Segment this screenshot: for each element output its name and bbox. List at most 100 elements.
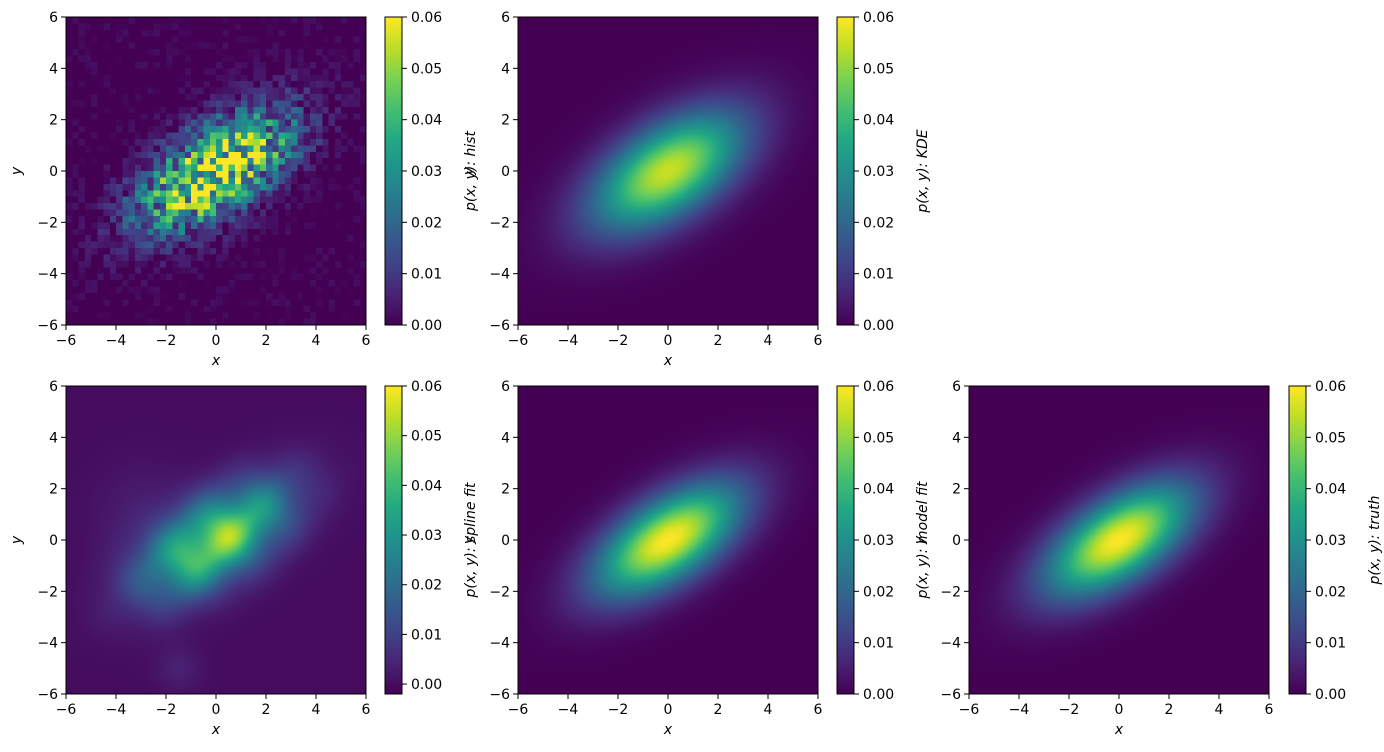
- y-tick-label: 2: [501, 482, 510, 498]
- colorbar-tick-label: 0.04: [863, 113, 894, 129]
- x-tick-label: 6: [814, 702, 823, 718]
- colorbar-tick-label: 0.03: [863, 533, 894, 549]
- colorbar-tick-label: 0.05: [1315, 430, 1346, 446]
- y-tick-label: 2: [501, 113, 510, 129]
- x-tick-label: −4: [106, 333, 127, 349]
- colorbar-tick-label: 0.05: [411, 429, 442, 445]
- y-tick-label: 6: [501, 10, 510, 26]
- x-tick-label: 6: [814, 333, 823, 349]
- y-tick-label: 6: [501, 379, 510, 395]
- y-tick-label: 2: [49, 113, 58, 129]
- colorbar-tick-label: 0.06: [1315, 379, 1346, 395]
- x-tick-label: −6: [508, 702, 529, 718]
- x-tick-label: −6: [56, 333, 77, 349]
- colorbar-tick-label: 0.06: [411, 10, 442, 26]
- x-tick-label: 4: [764, 333, 773, 349]
- y-axis-label: y: [461, 535, 477, 545]
- colorbar-gradient: [836, 16, 855, 326]
- y-tick-label: −2: [37, 215, 58, 231]
- x-tick-label: −6: [959, 702, 980, 718]
- y-tick-label: −6: [940, 687, 961, 703]
- x-tick-label: −4: [106, 702, 127, 718]
- x-axis-label: x: [663, 722, 673, 738]
- y-tick-label: 0: [501, 533, 510, 549]
- y-tick-label: −4: [37, 267, 58, 283]
- chart-panel-top-middle: −6 −4 −2 0 2 4 6−6−4−20246xy0.000.010.020.030.…: [461, 10, 931, 369]
- y-tick-label: 2: [952, 482, 961, 498]
- x-tick-label: −4: [558, 702, 579, 718]
- x-tick-label: 0: [212, 702, 221, 718]
- colorbar-tick-label: 0.06: [863, 10, 894, 26]
- colorbar-tick-label: 0.00: [411, 318, 442, 334]
- x-tick-label: 4: [764, 702, 773, 718]
- x-axis-label: x: [1114, 722, 1124, 738]
- heatmap-image: [518, 17, 818, 325]
- x-axis-label: x: [211, 722, 221, 738]
- heatmap-image: [518, 386, 818, 694]
- x-tick-label: 2: [714, 702, 723, 718]
- colorbar-gradient: [384, 16, 403, 326]
- heatmap-image: [969, 386, 1269, 694]
- y-tick-label: −4: [940, 636, 961, 652]
- chart-panel-top-left: −6 −4 −2 0 2 4 6−6−4−20246xy0.000.010.020.030.…: [9, 10, 479, 369]
- y-axis-label: y: [912, 535, 928, 545]
- colorbar-label: p(x, y): KDE: [915, 129, 931, 213]
- colorbar-tick-label: 0.01: [411, 627, 442, 643]
- chart-panel-bottom-left: −6 −4 −2 0 2 4 6−6−4−20246xy0.000.010.020.030.…: [9, 379, 479, 738]
- colorbar-tick-label: 0.01: [1315, 636, 1346, 652]
- colorbar-label: p(x, y): model fit: [915, 481, 931, 600]
- colorbar-tick-label: 0.02: [1315, 584, 1346, 600]
- colorbar-tick-label: 0.03: [1315, 533, 1346, 549]
- y-tick-label: 6: [952, 379, 961, 395]
- y-tick-label: 0: [952, 533, 961, 549]
- colorbar-tick-label: 0.00: [1315, 687, 1346, 703]
- x-tick-label: −4: [1009, 702, 1030, 718]
- x-tick-label: 0: [212, 333, 221, 349]
- y-tick-label: 4: [952, 430, 961, 446]
- y-tick-label: 6: [49, 10, 58, 26]
- colorbar-tick-label: 0.06: [863, 379, 894, 395]
- x-tick-label: 2: [262, 333, 271, 349]
- colorbar: 0.00 0.01 0.02 0.03 0.04 0.05 0.06 p(x, y): tru…: [1288, 379, 1383, 703]
- x-tick-label: 2: [714, 333, 723, 349]
- colorbar-tick-label: 0.03: [411, 528, 442, 544]
- y-tick-label: −2: [489, 215, 510, 231]
- colorbar-tick-label: 0.01: [863, 267, 894, 283]
- x-axis-label: x: [663, 353, 673, 369]
- colorbar: 0.00 0.01 0.02 0.03 0.04 0.05 0.06 p(x, y): his…: [384, 10, 479, 334]
- colorbar-tick-label: 0.02: [863, 584, 894, 600]
- y-tick-label: −2: [37, 584, 58, 600]
- y-tick-label: 0: [49, 164, 58, 180]
- colorbar-tick-label: 0.04: [411, 478, 442, 494]
- colorbar-tick-label: 0.05: [411, 61, 442, 77]
- colorbar-tick-label: 0.02: [863, 215, 894, 231]
- colorbar-label: p(x, y): spline fit: [463, 482, 479, 598]
- x-axis-label: x: [211, 353, 221, 369]
- y-tick-label: −6: [489, 687, 510, 703]
- colorbar-tick-label: 0.02: [411, 578, 442, 594]
- x-tick-label: −2: [1059, 702, 1080, 718]
- y-tick-label: −4: [489, 267, 510, 283]
- x-tick-label: 4: [1215, 702, 1224, 718]
- colorbar: 0.00 0.01 0.02 0.03 0.04 0.05 0.06 p(x, y): mod…: [836, 379, 931, 703]
- y-tick-label: −2: [940, 584, 961, 600]
- y-tick-label: 4: [501, 430, 510, 446]
- colorbar: 0.00 0.01 0.02 0.03 0.04 0.05 0.06 p(x, y): KDE: [836, 10, 931, 334]
- chart-panel-bottom-right: −6 −4 −2 0 2 4 6−6−4−20246xy0.000.010.020.030.…: [912, 379, 1383, 738]
- colorbar-tick-label: 0.00: [863, 318, 894, 334]
- x-tick-label: −2: [608, 702, 629, 718]
- x-tick-label: 2: [262, 702, 271, 718]
- colorbar-tick-label: 0.05: [863, 430, 894, 446]
- colorbar: 0.00 0.01 0.02 0.03 0.04 0.05 0.06 p(x, y): spl…: [384, 379, 479, 695]
- heatmap-image: [66, 17, 366, 325]
- colorbar-gradient: [1288, 385, 1307, 695]
- y-tick-label: 6: [49, 379, 58, 395]
- x-tick-label: −6: [508, 333, 529, 349]
- x-tick-label: −6: [56, 702, 77, 718]
- colorbar-tick-label: 0.04: [863, 482, 894, 498]
- y-tick-label: 0: [501, 164, 510, 180]
- colorbar-tick-label: 0.03: [863, 164, 894, 180]
- colorbar-tick-label: 0.01: [411, 267, 442, 283]
- y-tick-label: 0: [49, 533, 58, 549]
- colorbar-tick-label: 0.00: [411, 677, 442, 693]
